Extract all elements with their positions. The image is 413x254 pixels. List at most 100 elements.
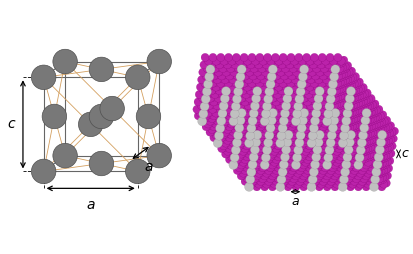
Circle shape	[309, 76, 317, 85]
Circle shape	[270, 126, 278, 134]
Circle shape	[260, 114, 268, 122]
Circle shape	[309, 149, 317, 157]
Circle shape	[224, 118, 232, 126]
Circle shape	[294, 108, 302, 116]
Circle shape	[331, 107, 339, 115]
Circle shape	[330, 139, 338, 147]
Circle shape	[362, 152, 370, 160]
Circle shape	[296, 153, 304, 161]
Circle shape	[248, 94, 256, 102]
Circle shape	[325, 111, 334, 119]
Circle shape	[293, 155, 301, 163]
Circle shape	[321, 111, 329, 119]
Circle shape	[309, 88, 317, 97]
Circle shape	[299, 183, 307, 191]
Circle shape	[233, 98, 241, 106]
Circle shape	[266, 123, 274, 132]
Circle shape	[253, 107, 261, 115]
Circle shape	[241, 109, 249, 118]
Circle shape	[312, 147, 320, 155]
Circle shape	[361, 144, 369, 152]
Circle shape	[262, 147, 270, 155]
Circle shape	[251, 123, 259, 131]
Circle shape	[294, 173, 302, 181]
Circle shape	[350, 140, 358, 149]
Circle shape	[282, 164, 290, 172]
Circle shape	[283, 103, 291, 112]
Circle shape	[303, 165, 311, 173]
Circle shape	[340, 180, 348, 188]
Circle shape	[280, 115, 289, 123]
Circle shape	[334, 95, 342, 103]
Circle shape	[250, 128, 258, 136]
Circle shape	[207, 84, 215, 92]
Circle shape	[294, 122, 302, 130]
Circle shape	[264, 157, 273, 165]
Circle shape	[204, 97, 212, 105]
Circle shape	[252, 98, 260, 106]
Circle shape	[266, 120, 274, 128]
Circle shape	[256, 115, 265, 123]
Circle shape	[362, 138, 370, 146]
Circle shape	[231, 115, 239, 123]
Circle shape	[244, 84, 252, 92]
Circle shape	[296, 139, 304, 147]
Circle shape	[378, 162, 386, 170]
Circle shape	[261, 153, 270, 162]
Circle shape	[319, 117, 327, 125]
Circle shape	[293, 120, 301, 128]
Circle shape	[241, 142, 249, 150]
Circle shape	[347, 144, 356, 152]
Circle shape	[280, 177, 287, 185]
Circle shape	[268, 65, 277, 74]
Circle shape	[287, 135, 295, 143]
Circle shape	[263, 78, 271, 86]
Circle shape	[321, 108, 329, 116]
Circle shape	[311, 137, 319, 146]
Circle shape	[340, 158, 348, 166]
Circle shape	[366, 128, 374, 136]
Circle shape	[285, 147, 293, 155]
Circle shape	[323, 56, 331, 64]
Circle shape	[314, 87, 323, 96]
Circle shape	[293, 125, 301, 134]
Circle shape	[267, 102, 275, 110]
Circle shape	[344, 144, 352, 152]
Circle shape	[359, 150, 367, 158]
Circle shape	[247, 78, 256, 86]
Circle shape	[266, 106, 274, 114]
Circle shape	[249, 154, 257, 162]
Circle shape	[289, 124, 297, 132]
Circle shape	[301, 126, 309, 134]
Circle shape	[257, 116, 265, 124]
Circle shape	[275, 105, 283, 114]
Circle shape	[230, 93, 238, 101]
Circle shape	[200, 116, 208, 124]
Circle shape	[219, 105, 228, 113]
Circle shape	[264, 115, 272, 123]
Circle shape	[332, 143, 340, 151]
Circle shape	[218, 100, 227, 108]
Circle shape	[199, 87, 207, 95]
Circle shape	[321, 68, 329, 76]
Circle shape	[318, 114, 326, 122]
Circle shape	[303, 137, 311, 146]
Circle shape	[385, 129, 392, 137]
Circle shape	[315, 101, 323, 109]
Circle shape	[231, 113, 239, 121]
Circle shape	[347, 153, 355, 162]
Circle shape	[320, 150, 328, 158]
Circle shape	[259, 165, 267, 173]
Circle shape	[375, 147, 382, 155]
Circle shape	[252, 119, 260, 128]
Circle shape	[200, 88, 208, 97]
Circle shape	[336, 116, 344, 124]
Circle shape	[231, 107, 239, 116]
Circle shape	[275, 88, 284, 97]
Circle shape	[274, 109, 282, 117]
Circle shape	[240, 122, 248, 130]
Circle shape	[237, 65, 246, 74]
Circle shape	[335, 148, 343, 156]
Circle shape	[249, 146, 257, 154]
Circle shape	[306, 94, 314, 103]
